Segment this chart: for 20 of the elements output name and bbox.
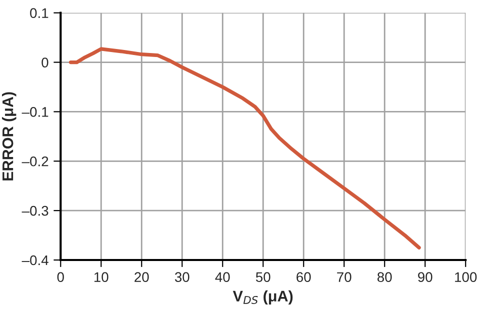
x-tick-label: 30 [174, 272, 190, 282]
x-tick-label: 80 [377, 272, 392, 282]
x-tick-label: 100 [455, 272, 477, 282]
y-tick-label: –0.1 [22, 107, 48, 117]
y-tick-label: 0 [42, 58, 48, 68]
x-tick-label: 60 [296, 272, 311, 282]
y-axis-title: ERROR (μA) [2, 92, 16, 180]
x-tick-label: 10 [94, 272, 108, 282]
y-tick-label: –0.2 [22, 156, 48, 166]
x-tick-label: 0 [57, 272, 64, 282]
x-tick-label: 50 [256, 272, 270, 282]
y-tick-label: –0.4 [22, 255, 48, 266]
x-tick-label: 70 [337, 272, 352, 282]
line-series [68, 47, 421, 250]
y-tick-label: 0.1 [30, 8, 48, 18]
x-tick-label: 90 [418, 272, 432, 282]
x-tick-label: 20 [134, 272, 149, 282]
x-tick-label: 40 [215, 272, 230, 282]
x-axis-title: V$_{DS}$ (μA) [232, 290, 293, 305]
y-tick-label: –0.3 [22, 206, 48, 216]
